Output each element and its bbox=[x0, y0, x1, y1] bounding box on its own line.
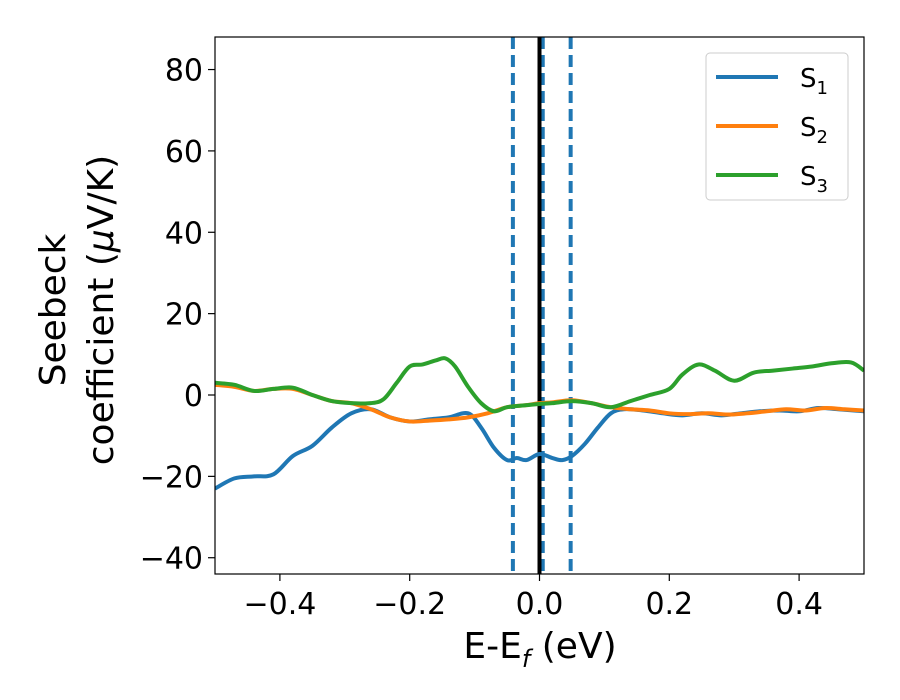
y-axis-ticks: −40 −20 0 20 40 60 80 bbox=[140, 54, 215, 577]
y-tick-label: −20 bbox=[140, 460, 203, 495]
y-tick-label: 40 bbox=[165, 216, 203, 251]
y-axis-label-line1: Seebeck bbox=[33, 233, 74, 386]
y-tick-label: 60 bbox=[165, 135, 203, 170]
x-tick-label: 0.0 bbox=[516, 587, 564, 622]
x-tick-label: 0.2 bbox=[645, 587, 693, 622]
y-axis-label-line2: coefficient (μV/K) bbox=[81, 155, 122, 465]
y-tick-label: 20 bbox=[165, 298, 203, 333]
x-axis-label-unit: (eV) bbox=[530, 626, 616, 667]
series-line-s3 bbox=[215, 356, 864, 414]
legend: S1 S2 S3 bbox=[705, 52, 849, 201]
y-tick-label: −40 bbox=[140, 542, 203, 577]
x-tick-label: −0.4 bbox=[243, 587, 316, 622]
x-axis-ticks: −0.4 −0.2 0.0 0.2 0.4 bbox=[243, 574, 823, 622]
y-tick-label: 80 bbox=[165, 54, 203, 89]
x-tick-label: −0.2 bbox=[373, 587, 446, 622]
vertical-lines bbox=[510, 37, 573, 574]
legend-label-s1: S1 bbox=[800, 64, 828, 99]
legend-label-s3: S3 bbox=[800, 162, 828, 197]
legend-label-s2: S2 bbox=[800, 113, 828, 148]
y-axis-label-mu: μ bbox=[81, 229, 122, 253]
legend-items: S1 S2 S3 bbox=[716, 64, 828, 197]
series-lines bbox=[215, 356, 864, 491]
y-tick-label: 0 bbox=[184, 379, 203, 414]
x-tick-label: 0.4 bbox=[775, 587, 823, 622]
x-axis-label: E-Ef (eV) bbox=[463, 626, 616, 673]
